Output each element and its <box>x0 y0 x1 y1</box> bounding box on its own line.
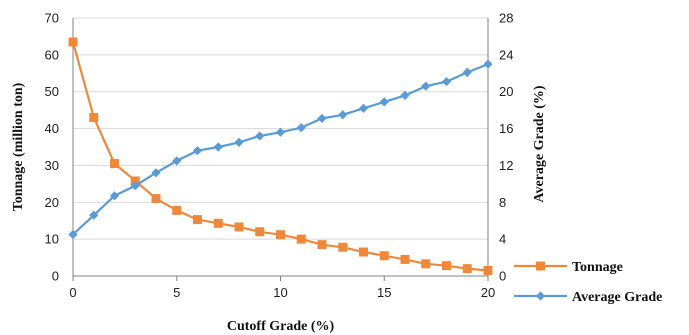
average-grade-point <box>275 127 286 137</box>
tonnage-point <box>483 265 493 275</box>
right-axis-title: Average Grade (%) <box>532 85 547 202</box>
average-grade-point <box>255 131 265 141</box>
average-grade-point <box>462 67 472 77</box>
legend-item-average-grade: Average Grade <box>514 290 662 305</box>
tonnage-point <box>213 218 223 228</box>
tonnage-point <box>68 37 78 47</box>
left-tick-label: 70 <box>45 11 59 26</box>
x-axis-ticks: 0 5 10 15 20 <box>69 285 495 300</box>
average-grade-point <box>400 90 410 100</box>
x-axis-title: Cutoff Grade (%) <box>227 319 335 334</box>
axes <box>72 18 489 281</box>
tonnage-point <box>234 222 244 232</box>
tonnage-point <box>379 251 389 261</box>
left-axis-ticks: 0 10 20 30 40 50 60 70 <box>45 11 59 284</box>
legend-swatch-marker <box>536 261 545 271</box>
average-grade-point <box>358 103 369 113</box>
left-tick-label: 0 <box>52 269 59 284</box>
series-layer <box>68 37 493 275</box>
tonnage-series <box>68 37 493 275</box>
right-tick-label: 28 <box>499 11 513 26</box>
legend-label: Tonnage <box>572 260 623 275</box>
average-grade-point <box>68 229 78 240</box>
tonnage-point <box>317 240 327 250</box>
average-grade-series <box>68 59 493 240</box>
tonnage-point <box>338 242 348 252</box>
tonnage-point <box>110 159 119 169</box>
average-grade-point <box>379 97 389 107</box>
average-grade-point <box>109 191 120 201</box>
right-tick-label: 8 <box>499 195 506 210</box>
average-grade-point <box>213 142 223 152</box>
average-grade-point <box>151 168 161 178</box>
legend-swatch-marker <box>535 291 546 301</box>
average-grade-point <box>234 137 244 147</box>
average-grade-point <box>317 113 327 124</box>
average-grade-point <box>172 156 182 166</box>
right-tick-label: 12 <box>499 158 513 173</box>
average-grade-point <box>89 210 99 220</box>
tonnage-point <box>255 227 265 237</box>
average-grade-point <box>421 81 431 91</box>
tonnage-point <box>400 254 410 264</box>
legend-item-tonnage: Tonnage <box>514 260 623 275</box>
left-tick-label: 10 <box>45 232 59 247</box>
right-tick-label: 4 <box>499 232 506 247</box>
tonnage-point <box>172 205 182 215</box>
tonnage-point <box>130 176 140 186</box>
x-tick-label: 5 <box>173 285 180 300</box>
left-tick-label: 40 <box>45 121 59 136</box>
tonnage-point <box>296 234 306 244</box>
tonnage-point <box>193 215 202 225</box>
legend: Tonnage Average Grade <box>514 260 662 305</box>
x-tick-label: 10 <box>273 285 287 300</box>
right-axis-ticks: 0 4 8 12 16 20 24 28 <box>499 11 513 284</box>
left-axis-title: Tonnage (million ton) <box>11 82 26 211</box>
average-grade-point <box>483 59 493 69</box>
average-grade-point <box>441 76 452 87</box>
left-tick-label: 30 <box>45 158 59 173</box>
average-grade-point <box>296 123 306 133</box>
tonnage-point <box>276 230 285 240</box>
left-tick-label: 60 <box>45 47 59 62</box>
right-tick-label: 24 <box>499 47 513 62</box>
average-grade-point <box>192 146 203 156</box>
x-tick-label: 0 <box>69 285 76 300</box>
tonnage-point <box>89 113 99 123</box>
tonnage-point <box>462 264 472 274</box>
tonnage-point <box>151 194 161 204</box>
tonnage-point <box>442 261 451 271</box>
tonnage-point <box>359 247 368 257</box>
x-tick-label: 15 <box>377 285 391 300</box>
tonnage-point <box>421 259 431 269</box>
average-grade-point <box>130 181 140 191</box>
legend-label: Average Grade <box>572 290 662 305</box>
right-tick-label: 0 <box>499 269 506 284</box>
gridlines <box>73 17 488 240</box>
x-tick-label: 20 <box>481 285 495 300</box>
left-tick-label: 50 <box>45 84 59 99</box>
right-tick-label: 20 <box>499 84 513 99</box>
right-tick-label: 16 <box>499 121 513 136</box>
average-grade-point <box>338 110 348 120</box>
left-tick-label: 20 <box>45 195 59 210</box>
